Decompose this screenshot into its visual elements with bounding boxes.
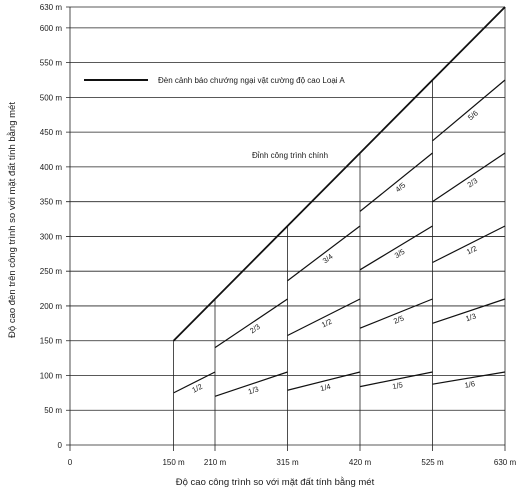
y-tick-label: 500 m: [40, 93, 63, 102]
x-tick-label: 0: [68, 458, 73, 467]
envelope-line: [172, 6, 506, 342]
y-tick-label: 350 m: [40, 198, 63, 207]
segment-line: [432, 371, 506, 385]
segment-line: [287, 298, 361, 337]
y-tick-label: 250 m: [40, 267, 63, 276]
y-tick-label: 0: [58, 441, 63, 450]
x-axis-label: Độ cao công trình so với mặt đất tính bằ…: [176, 477, 375, 488]
x-tick-label: 210 m: [204, 458, 227, 467]
y-tick-label: 150 m: [40, 337, 63, 346]
legend-label: Đèn cảnh báo chướng ngại vật cường độ ca…: [158, 76, 345, 85]
vertical-gridlines: [69, 7, 506, 451]
segment-line: [287, 225, 361, 282]
segment-label: 2/5: [392, 314, 405, 326]
segment-line: [432, 79, 506, 142]
y-tick-label: 550 m: [40, 59, 63, 68]
segment-label: 1/4: [319, 382, 331, 393]
y-axis-label: Độ cao đèn trên công trình so với mặt đấ…: [7, 102, 18, 338]
segment-line: [359, 371, 433, 388]
segment-label: 1/5: [392, 380, 404, 391]
segment-line: [359, 298, 433, 329]
annotation: Đỉnh công trình chính: [252, 151, 328, 160]
segment-line: [173, 371, 216, 394]
y-tick-label: 200 m: [40, 302, 63, 311]
x-tick-label: 150 m: [162, 458, 185, 467]
y-tick-label: 300 m: [40, 232, 63, 241]
annotation-label: Đỉnh công trình chính: [252, 151, 328, 160]
y-tick-label: 450 m: [40, 128, 63, 137]
x-tick-label: 315 m: [276, 458, 299, 467]
envelope: [172, 6, 506, 342]
segment-line: [432, 152, 506, 203]
y-tick-label: 600 m: [40, 24, 63, 33]
x-tick-labels: 0 150 m 210 m 315 m 420 m 525 m 630 m: [68, 458, 517, 467]
segment-line: [359, 225, 433, 271]
segment-label: 1/6: [464, 379, 476, 390]
segment-label: 1/2: [191, 382, 204, 395]
y-tick-labels: 0 50 m 100 m 150 m 200 m 250 m 300 m 350 m 400 m…: [40, 3, 63, 450]
y-tick-label: 50 m: [44, 406, 62, 415]
y-tick-label: 400 m: [40, 163, 63, 172]
y-tick-label: 630 m: [40, 3, 63, 12]
segment-line: [432, 225, 506, 264]
segment-line: [359, 152, 433, 212]
segment-line: [287, 371, 361, 391]
legend: Đèn cảnh báo chướng ngại vật cường độ ca…: [84, 76, 345, 85]
segment-line: [214, 298, 288, 349]
segment-label: 1/2: [465, 244, 478, 257]
grid: [66, 6, 505, 446]
x-tick-label: 525 m: [421, 458, 444, 467]
segments: 1/2 1/32/31/41/23/41/52/53/54/51/61/31/22…: [173, 79, 506, 397]
segment-line: [214, 371, 288, 397]
segment-label: 1/3: [464, 311, 477, 323]
segment-line: [432, 298, 506, 324]
segment-label: 1/3: [247, 384, 260, 396]
x-tick-label: 420 m: [349, 458, 372, 467]
y-tick-label: 100 m: [40, 371, 63, 380]
segment-label: 1/2: [320, 317, 333, 330]
x-tick-label: 630 m: [494, 458, 517, 467]
